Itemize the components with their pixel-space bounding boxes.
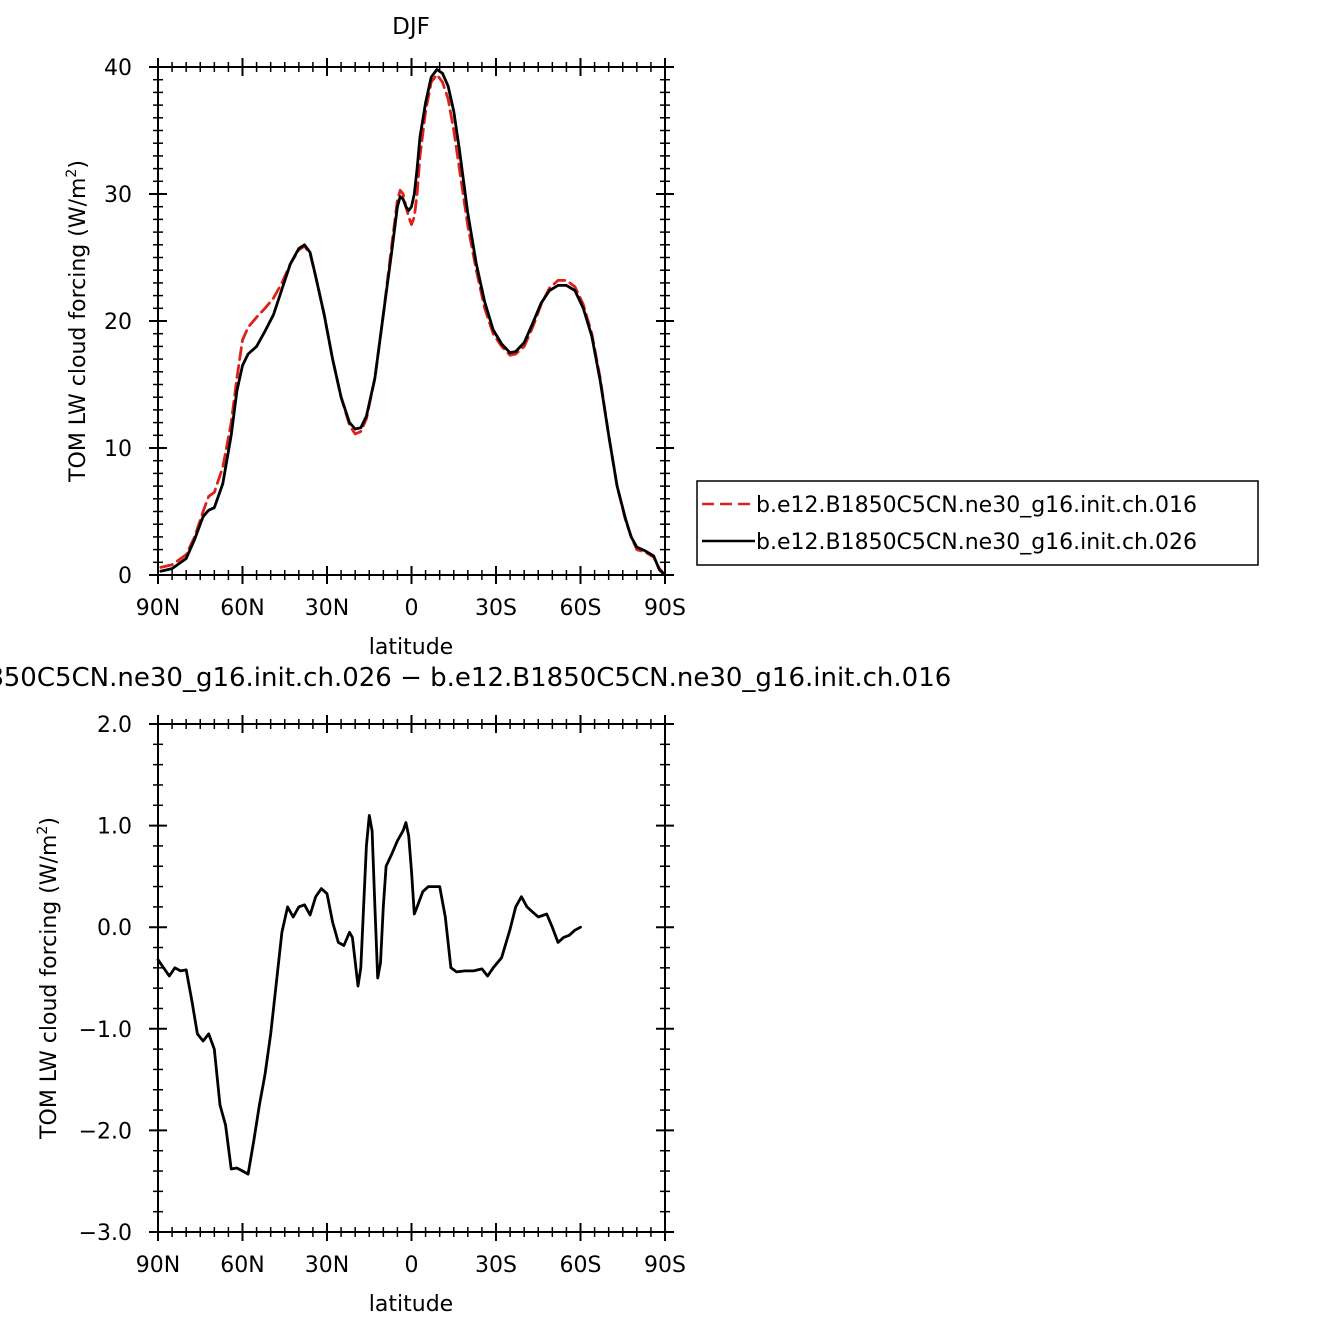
y-tick-label: 40 <box>104 56 132 81</box>
bottom-x-axis-label: latitude <box>369 1292 453 1317</box>
y-tick-label: 0.0 <box>97 916 132 941</box>
x-tick-label: 90S <box>644 1253 686 1278</box>
legend-box <box>696 480 1259 566</box>
top-panel: DJF 90N 60N 30N 0 30S 60S 90S 0 10 20 30 40 latitu… <box>64 14 1259 660</box>
legend-label-016: b.e12.B1850C5CN.ne30_g16.init.ch.016 <box>756 493 1197 518</box>
x-tick-label: 30N <box>305 1253 349 1278</box>
x-tick-label: 90N <box>136 596 180 621</box>
y-tick-label: 0 <box>118 564 132 589</box>
y-tick-label: −3.0 <box>79 1221 132 1246</box>
top-y-axis-label: TOM LW cloud forcing (W/m2) <box>64 160 91 483</box>
x-tick-label: 60N <box>220 1253 264 1278</box>
series-line-016 <box>159 73 667 577</box>
top-chart-title: DJF <box>392 14 430 40</box>
x-tick-label: 30N <box>305 596 349 621</box>
legend-label-026: b.e12.B1850C5CN.ne30_g16.init.ch.026 <box>756 530 1197 555</box>
y-tick-label: 1.0 <box>97 815 132 840</box>
bottom-chart-title: b.e12.B1850C5CN.ne30_g16.init.ch.026 − b… <box>0 663 951 693</box>
y-tick-label: 10 <box>104 437 132 462</box>
x-tick-label: 60N <box>220 596 264 621</box>
x-tick-label: 60S <box>560 596 602 621</box>
x-tick-label: 90S <box>644 596 686 621</box>
y-tick-label: 2.0 <box>97 713 132 738</box>
x-tick-label: 60S <box>560 1253 602 1278</box>
x-tick-label: 90N <box>136 1253 180 1278</box>
bottom-y-axis-label: TOM LW cloud forcing (W/m2) <box>35 817 62 1140</box>
top-x-axis-label: latitude <box>369 635 453 660</box>
bottom-plot-frame <box>157 723 666 1233</box>
y-tick-label: 20 <box>104 310 132 335</box>
x-tick-label: 30S <box>475 1253 517 1278</box>
x-tick-label: 0 <box>405 1253 419 1278</box>
series-line-026 <box>159 68 667 577</box>
difference-line <box>156 814 582 1176</box>
top-legend: b.e12.B1850C5CN.ne30_g16.init.ch.016 b.e… <box>696 480 1259 566</box>
x-tick-label: 30S <box>475 596 517 621</box>
bottom-panel: b.e12.B1850C5CN.ne30_g16.init.ch.026 − b… <box>0 663 951 1317</box>
y-tick-label: −2.0 <box>79 1119 132 1144</box>
x-tick-label: 0 <box>405 596 419 621</box>
y-tick-label: 30 <box>104 183 132 208</box>
y-tick-label: −1.0 <box>79 1018 132 1043</box>
